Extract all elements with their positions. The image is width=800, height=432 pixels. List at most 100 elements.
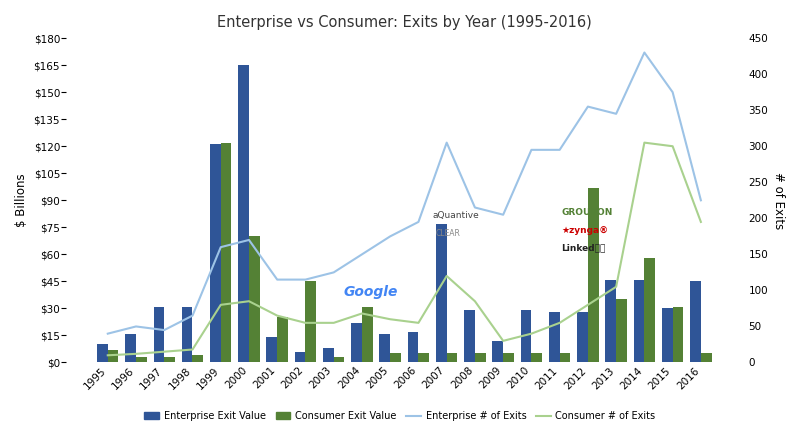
Enterprise # of Exits: [611, 111, 621, 116]
Y-axis label: # of Exits: # of Exits: [772, 172, 785, 229]
Bar: [294, 352, 306, 362]
Enterprise # of Exits: [188, 313, 198, 318]
Bar: [278, 318, 288, 362]
Enterprise # of Exits: [103, 331, 113, 336]
Consumer # of Exits: [696, 219, 706, 225]
Consumer # of Exits: [216, 302, 226, 308]
Bar: [126, 334, 136, 362]
Legend: Enterprise Exit Value, Consumer Exit Value, Enterprise # of Exits, Consumer # of: Enterprise Exit Value, Consumer Exit Val…: [141, 407, 659, 425]
Enterprise # of Exits: [555, 147, 565, 152]
Enterprise # of Exits: [216, 245, 226, 250]
Bar: [616, 299, 627, 362]
Bar: [323, 348, 334, 362]
Enterprise # of Exits: [273, 277, 282, 282]
Title: Enterprise vs Consumer: Exits by Year (1995-2016): Enterprise vs Consumer: Exits by Year (1…: [217, 15, 592, 30]
Consumer # of Exits: [103, 353, 113, 358]
Consumer # of Exits: [611, 284, 621, 289]
Text: CLEAR: CLEAR: [435, 229, 460, 238]
Consumer # of Exits: [301, 320, 310, 325]
Enterprise # of Exits: [414, 219, 423, 225]
Bar: [210, 144, 221, 362]
Text: LinkedⒾⓓ: LinkedⒾⓓ: [561, 244, 606, 253]
Bar: [446, 353, 458, 362]
Bar: [266, 337, 278, 362]
Bar: [588, 187, 598, 362]
Bar: [379, 334, 390, 362]
Enterprise # of Exits: [526, 147, 536, 152]
Consumer # of Exits: [386, 317, 395, 322]
Bar: [634, 280, 644, 362]
Consumer # of Exits: [498, 338, 508, 343]
Enterprise # of Exits: [696, 198, 706, 203]
Bar: [164, 357, 175, 362]
Bar: [221, 143, 231, 362]
Consumer # of Exits: [555, 320, 565, 325]
Enterprise # of Exits: [583, 104, 593, 109]
Bar: [673, 307, 683, 362]
Bar: [249, 236, 260, 362]
Text: ★zynga®: ★zynga®: [561, 226, 608, 235]
Enterprise # of Exits: [668, 89, 678, 95]
Line: Consumer # of Exits: Consumer # of Exits: [108, 143, 701, 355]
Consumer # of Exits: [583, 302, 593, 308]
Bar: [690, 281, 701, 362]
Bar: [97, 344, 108, 362]
Bar: [136, 357, 146, 362]
Bar: [521, 310, 531, 362]
Bar: [493, 341, 503, 362]
Bar: [549, 312, 560, 362]
Enterprise # of Exits: [159, 327, 169, 333]
Bar: [577, 312, 588, 362]
Line: Enterprise # of Exits: Enterprise # of Exits: [108, 53, 701, 334]
Bar: [464, 310, 475, 362]
Consumer # of Exits: [639, 140, 649, 145]
Bar: [531, 353, 542, 362]
Bar: [503, 353, 514, 362]
Consumer # of Exits: [131, 351, 141, 356]
Bar: [436, 224, 446, 362]
Enterprise # of Exits: [244, 237, 254, 242]
Consumer # of Exits: [526, 331, 536, 336]
Enterprise # of Exits: [329, 270, 338, 275]
Enterprise # of Exits: [470, 205, 480, 210]
Bar: [108, 350, 118, 362]
Bar: [701, 353, 712, 362]
Consumer # of Exits: [188, 347, 198, 352]
Enterprise # of Exits: [639, 50, 649, 55]
Bar: [644, 258, 655, 362]
Consumer # of Exits: [442, 273, 451, 279]
Consumer # of Exits: [357, 311, 366, 316]
Bar: [606, 280, 616, 362]
Enterprise # of Exits: [386, 234, 395, 239]
Bar: [390, 353, 401, 362]
Bar: [306, 281, 316, 362]
Bar: [154, 307, 164, 362]
Consumer # of Exits: [668, 144, 678, 149]
Y-axis label: $ Billions: $ Billions: [15, 174, 28, 227]
Bar: [662, 308, 673, 362]
Consumer # of Exits: [273, 313, 282, 318]
Bar: [418, 353, 429, 362]
Consumer # of Exits: [159, 349, 169, 354]
Enterprise # of Exits: [442, 140, 451, 145]
Bar: [475, 353, 486, 362]
Enterprise # of Exits: [131, 324, 141, 329]
Text: aQuantive: aQuantive: [433, 211, 479, 220]
Consumer # of Exits: [470, 299, 480, 304]
Enterprise # of Exits: [301, 277, 310, 282]
Text: Google: Google: [343, 285, 398, 299]
Consumer # of Exits: [414, 320, 423, 325]
Bar: [560, 353, 570, 362]
Text: GROUPON: GROUPON: [561, 208, 613, 217]
Bar: [362, 307, 373, 362]
Enterprise # of Exits: [498, 212, 508, 217]
Consumer # of Exits: [329, 320, 338, 325]
Bar: [334, 357, 345, 362]
Consumer # of Exits: [244, 299, 254, 304]
Bar: [238, 65, 249, 362]
Bar: [182, 307, 193, 362]
Bar: [351, 323, 362, 362]
Bar: [193, 355, 203, 362]
Bar: [408, 332, 418, 362]
Enterprise # of Exits: [357, 252, 366, 257]
